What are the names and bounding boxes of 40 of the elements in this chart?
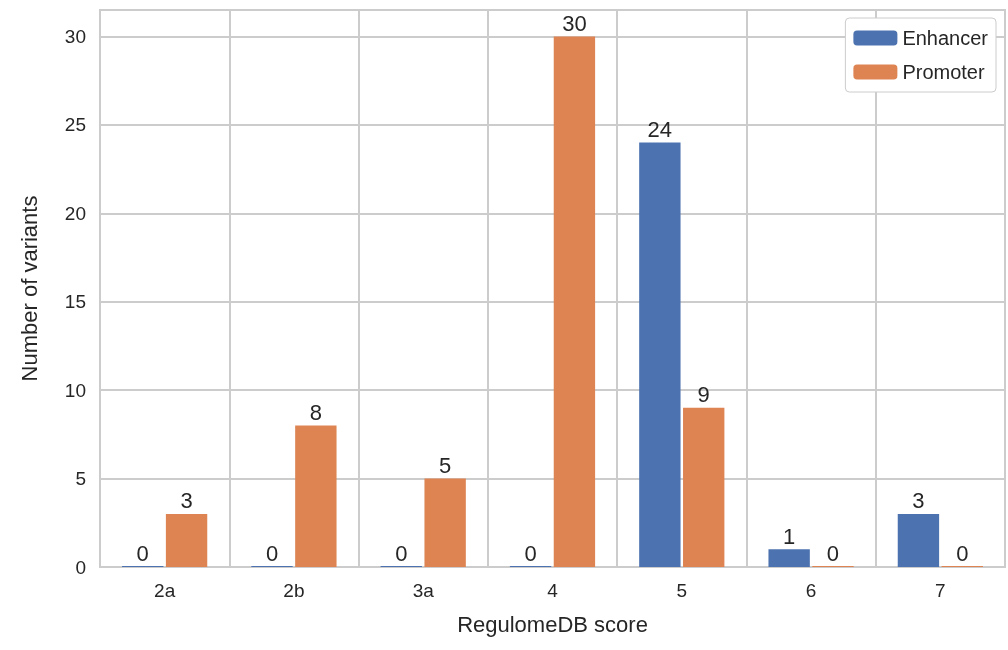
bar <box>424 478 466 567</box>
x-tick-label: 6 <box>805 580 817 601</box>
data-label: 30 <box>562 11 587 37</box>
data-label: 1 <box>783 523 796 549</box>
data-label: 0 <box>395 540 408 566</box>
y-tick-label: 15 <box>64 291 86 313</box>
x-tick-label: 4 <box>547 580 559 601</box>
y-tick-label: 20 <box>64 202 86 224</box>
data-label: 0 <box>826 540 840 566</box>
data-label: 8 <box>309 400 322 426</box>
bar <box>768 549 810 567</box>
y-tick-label: 30 <box>64 26 86 48</box>
data-label: 0 <box>265 540 279 566</box>
bar <box>683 407 725 567</box>
bar <box>639 142 681 567</box>
bar <box>165 513 208 567</box>
bar <box>897 513 940 567</box>
x-tick-label: 7 <box>935 580 946 601</box>
data-label: 3 <box>180 488 193 514</box>
y-tick-label: 10 <box>64 379 86 401</box>
bar <box>295 425 337 567</box>
legend-label: Enhancer <box>902 27 989 49</box>
y-tick-label: 5 <box>75 468 86 490</box>
x-tick-label: 3a <box>412 580 435 601</box>
y-axis-title: Number of variants <box>16 195 42 382</box>
data-label: 0 <box>136 540 149 566</box>
x-tick-label: 2b <box>283 580 305 601</box>
y-tick-label: 25 <box>64 114 86 136</box>
data-label: 0 <box>956 540 969 566</box>
x-tick-label: 2a <box>154 580 176 601</box>
y-tick-label: 0 <box>75 556 86 578</box>
legend-label: Promoter <box>902 61 985 83</box>
x-axis-title: RegulomeDB score <box>457 611 648 637</box>
x-tick-label: 5 <box>676 580 688 601</box>
data-label: 3 <box>912 488 925 514</box>
data-label: 24 <box>647 117 673 143</box>
bar <box>553 36 596 567</box>
data-label: 0 <box>524 540 537 566</box>
data-label: 9 <box>697 382 710 408</box>
data-label: 5 <box>439 453 452 479</box>
